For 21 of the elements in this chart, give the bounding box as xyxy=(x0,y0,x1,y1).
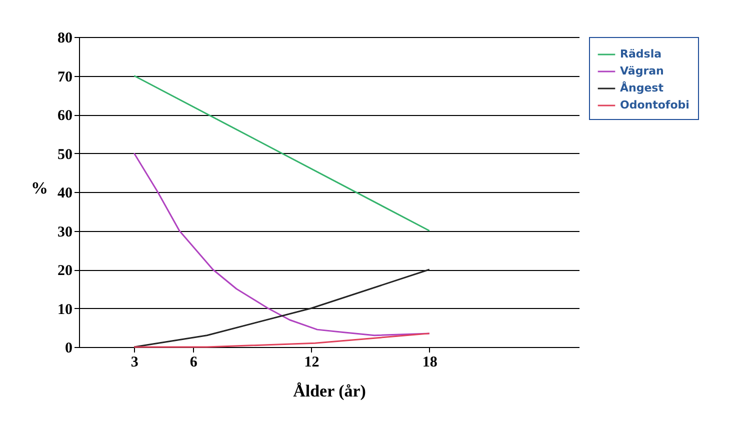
y-tick-label: 30 xyxy=(58,224,72,240)
legend-label: Rädsla xyxy=(620,48,662,60)
y-tick-label: 60 xyxy=(58,108,72,124)
y-tick-label: 10 xyxy=(58,302,72,318)
y-tick-label: 50 xyxy=(58,146,72,163)
x-tick-label: 3 xyxy=(130,354,138,370)
legend-label: Ångest xyxy=(620,80,664,94)
line-series xyxy=(133,268,430,348)
y-tick-label: 40 xyxy=(58,186,72,202)
line-series xyxy=(133,152,430,336)
y-axis-title: % xyxy=(31,178,48,198)
x-axis-title: Ålder (år) xyxy=(293,382,366,400)
y-tick-label: 80 xyxy=(58,30,72,46)
legend-label: Odontofobi xyxy=(620,98,690,112)
x-tick-label: 12 xyxy=(304,354,320,370)
x-tick-label: 6 xyxy=(190,354,198,370)
legend-label: Vägran xyxy=(620,64,664,78)
y-tick-label: 70 xyxy=(58,69,72,86)
x-tick-label: 18 xyxy=(422,354,438,370)
y-tick-label: 0 xyxy=(65,340,72,356)
y-tick-label: 20 xyxy=(58,263,72,279)
